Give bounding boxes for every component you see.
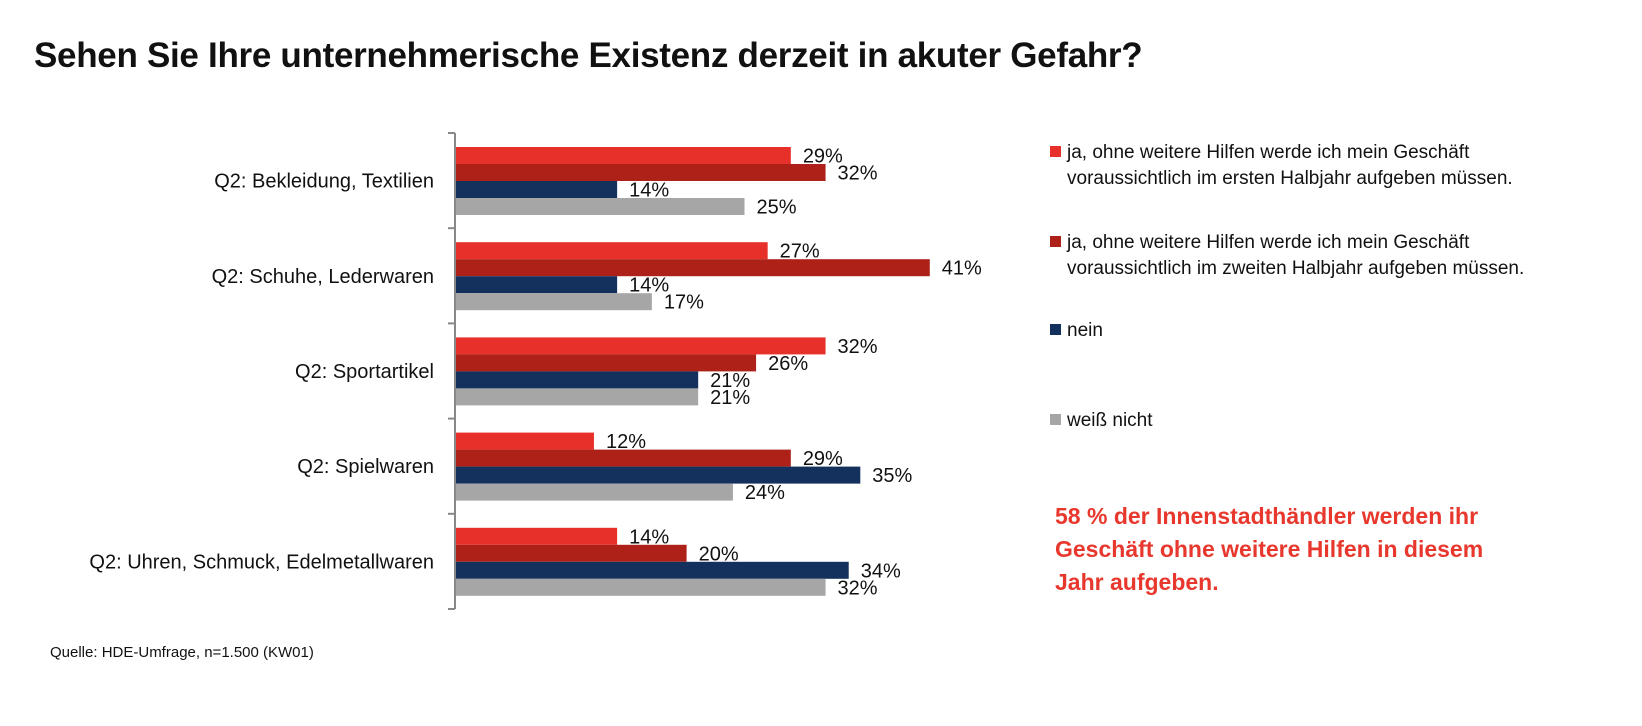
data-label: 35% — [872, 465, 912, 487]
data-label: 14% — [629, 275, 669, 297]
category-label: Q2: Bekleidung, Textilien — [214, 171, 434, 193]
bar — [455, 527, 618, 545]
page-title: Sehen Sie Ihre unternehmerische Existenz… — [34, 36, 1143, 75]
bar — [455, 181, 618, 198]
data-label: 41% — [942, 258, 982, 280]
legend-item: ja, ohne weitere Hilfen werde ich mein G… — [1050, 140, 1567, 192]
highlight-callout: 58 % der Innenstadthändler werden ihr Ge… — [1055, 503, 1484, 595]
source-note: Quelle: HDE-Umfrage, n=1.500 (KW01) — [50, 644, 314, 661]
legend-swatch — [1050, 324, 1061, 335]
bar — [455, 578, 826, 596]
legend-label: ja, ohne weitere Hilfen werde ich mein G… — [1067, 232, 1525, 279]
bar — [455, 164, 826, 181]
bar — [455, 337, 826, 355]
bar — [455, 561, 849, 579]
data-label: 20% — [699, 543, 739, 565]
category-label: Q2: Schuhe, Lederwaren — [212, 266, 434, 288]
bar — [455, 371, 699, 389]
legend-item: nein — [1050, 318, 1567, 344]
bar — [455, 198, 745, 215]
bar — [455, 483, 733, 501]
data-label: 32% — [838, 163, 878, 185]
legend-label: weiß nicht — [1067, 410, 1153, 431]
legend-swatch — [1050, 146, 1061, 157]
data-label: 32% — [838, 336, 878, 358]
bar — [455, 259, 930, 277]
data-label: 24% — [745, 482, 785, 504]
data-label: 29% — [803, 448, 843, 470]
bar — [455, 388, 699, 406]
legend-swatch — [1050, 414, 1061, 425]
category-label: Q2: Sportartikel — [295, 361, 434, 383]
data-label: 14% — [629, 526, 669, 548]
data-label: 29% — [803, 146, 843, 168]
bar — [455, 293, 652, 311]
data-label: 12% — [606, 431, 646, 453]
data-label: 32% — [838, 577, 878, 599]
bar — [455, 466, 861, 484]
legend-label: nein — [1067, 320, 1103, 341]
data-label: 34% — [861, 560, 901, 582]
bar — [455, 242, 768, 260]
category-label: Q2: Uhren, Schmuck, Edelmetallwaren — [89, 551, 434, 573]
data-label: 21% — [710, 370, 750, 392]
bar — [455, 449, 791, 467]
data-label: 17% — [664, 292, 704, 314]
bar — [455, 432, 594, 450]
legend-item: ja, ohne weitere Hilfen werde ich mein G… — [1050, 230, 1567, 282]
bar — [455, 147, 791, 164]
bar — [455, 354, 757, 372]
data-label: 25% — [757, 197, 797, 219]
legend-swatch — [1050, 236, 1061, 247]
data-label: 26% — [768, 353, 808, 375]
legend-label: ja, ohne weitere Hilfen werde ich mein G… — [1067, 142, 1513, 189]
bar — [455, 544, 687, 562]
bar — [455, 276, 618, 294]
data-label: 27% — [780, 241, 820, 263]
category-label: Q2: Spielwaren — [297, 456, 434, 478]
data-label: 21% — [710, 387, 750, 409]
data-label: 14% — [629, 180, 669, 202]
legend-item: weiß nicht — [1050, 408, 1567, 434]
